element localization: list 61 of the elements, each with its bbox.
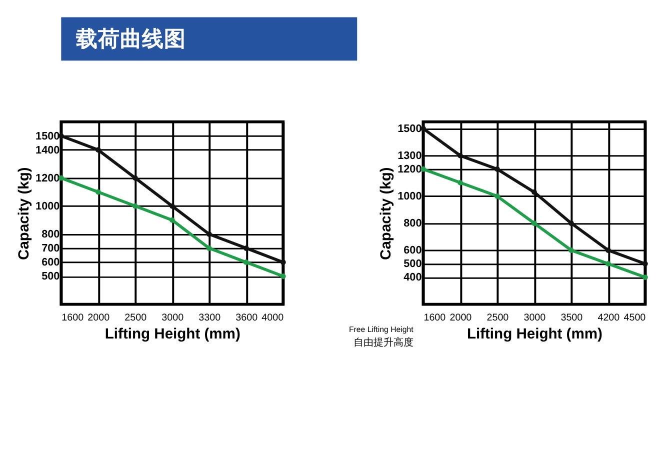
x-tick-label: 1600 [62,312,84,324]
point [243,245,249,251]
point [531,220,537,226]
y-tick-label: 1300 [398,150,422,162]
x-tick-label: 2500 [486,312,510,324]
y-tick-label: 1000 [398,190,422,203]
point [95,147,101,153]
text: Free Lifting Height [348,324,414,334]
x-tick-label: 3000 [524,312,546,324]
point [458,180,463,186]
x-axis-title: Lifting Height (mm) [104,326,240,342]
x-axis-title: Lifting Height (mm) [466,326,602,342]
x-tick-label: 4000 [262,312,284,324]
point [531,189,537,195]
point [605,261,611,266]
y-tick-label: 600 [404,244,422,257]
x-tick-label: 3300 [198,312,222,324]
y-tick-label: 1200 [36,172,60,184]
text: 自由提升高度 [353,336,414,349]
point [206,245,212,251]
point [568,220,574,226]
y-tick-label: 500 [42,270,60,283]
y-tick-label: 800 [42,228,60,241]
x-tick-label: 3000 [162,312,184,324]
y-tick-label: 1200 [398,164,422,176]
point [132,203,138,209]
y-axis-title: Capacity (kg) [16,167,33,260]
x-tick-label: 3500 [560,312,584,324]
point [169,217,175,223]
y-axis-title: Capacity (kg) [378,167,395,260]
point [642,274,648,280]
y-tick-label: 800 [404,218,422,230]
y-tick-label: 500 [404,258,422,270]
x-tick-label: 4500 [624,312,646,324]
x-tick-label: 3600 [236,312,258,324]
y-tick-label: 1500 [398,123,422,136]
point [280,274,286,279]
x-tick-label: 2500 [124,312,148,324]
point [605,248,611,253]
point [95,189,101,195]
chart-title: 载荷曲线图 [74,26,186,51]
point [642,261,648,266]
x-tick-label: 4200 [598,312,620,324]
x-tick-label: 2000 [88,312,110,324]
point [206,231,212,237]
x-tick-label: 1600 [424,312,446,324]
point [458,152,463,158]
point [243,260,249,265]
y-tick-label: 1500 [36,130,60,142]
point [494,166,500,172]
point [132,175,138,181]
point [568,248,574,253]
x-tick-label: 2000 [450,312,472,324]
point [494,193,500,199]
y-tick-label: 1400 [36,144,60,156]
y-tick-label: 1000 [36,200,60,212]
y-tick-label: 700 [42,242,60,255]
point [169,203,175,209]
y-tick-label: 600 [42,256,60,269]
y-tick-label: 400 [404,272,422,284]
point [280,260,286,265]
